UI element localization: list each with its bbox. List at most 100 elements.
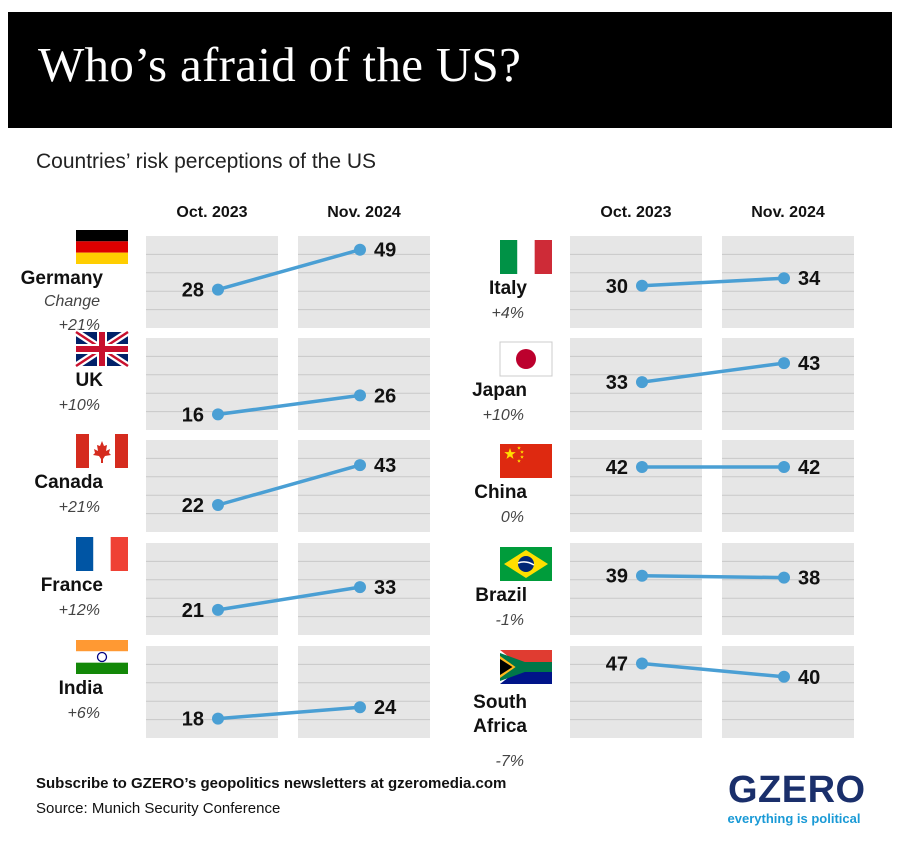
- point-oct-2023: [636, 569, 648, 582]
- panel-bg-oct: [570, 543, 702, 635]
- country-label: India: [59, 678, 104, 699]
- panel-bg-nov: [722, 646, 854, 738]
- country-label: Germany: [21, 268, 104, 289]
- value-label-nov-2024: 33: [374, 577, 396, 599]
- panel-canada: Canada +21% 22 43: [34, 434, 430, 532]
- value-label-oct-2023: 22: [182, 495, 204, 517]
- panel-italy: Italy +4% 30 34: [489, 236, 854, 328]
- panel-uk: UK +10% 16 26: [59, 329, 430, 430]
- china-flag: [500, 444, 552, 478]
- point-nov-2024: [778, 670, 790, 683]
- series-line: [216, 463, 362, 507]
- panel-bg-oct: [570, 236, 702, 328]
- series-line: [216, 247, 362, 292]
- value-label-nov-2024: 40: [798, 667, 820, 689]
- point-nov-2024: [778, 461, 790, 473]
- change-label: +21%: [59, 317, 100, 334]
- panel-south-africa: South Africa -7% 47 40: [473, 646, 854, 770]
- value-label-nov-2024: 49: [374, 240, 396, 262]
- panel-bg-nov: [722, 440, 854, 532]
- change-label: -7%: [496, 753, 524, 770]
- change-label: -1%: [496, 612, 524, 629]
- france-flag: [76, 537, 128, 571]
- change-label: +10%: [59, 397, 100, 414]
- point-nov-2024: [354, 389, 366, 402]
- panel-india: India +6% 18 24: [59, 640, 430, 738]
- panel-bg-oct: [570, 646, 702, 738]
- point-oct-2023: [212, 712, 224, 725]
- country-label: Brazil: [475, 585, 527, 606]
- value-label-nov-2024: 34: [798, 268, 821, 290]
- point-oct-2023: [636, 461, 648, 473]
- canada-flag: [76, 434, 128, 468]
- change-legend-label: Change: [44, 293, 100, 310]
- point-oct-2023: [212, 283, 224, 296]
- value-label-oct-2023: 47: [606, 654, 628, 676]
- panel-bg-nov: [298, 646, 430, 738]
- value-label-oct-2023: 21: [182, 600, 204, 622]
- point-nov-2024: [354, 459, 366, 472]
- country-label: Italy: [489, 278, 527, 299]
- source-note: Source: Munich Security Conference: [36, 800, 281, 817]
- country-label: Africa: [473, 716, 527, 737]
- point-oct-2023: [636, 657, 648, 670]
- panel-japan: Japan +10% 33 43: [472, 338, 854, 430]
- panel-germany: Germany Change +21% 28 49: [21, 230, 430, 334]
- column-header-nov-2024: Nov. 2024: [327, 204, 401, 221]
- series-line: [216, 393, 362, 417]
- point-nov-2024: [354, 701, 366, 714]
- panel-bg-oct: [146, 543, 278, 635]
- panel-brazil: Brazil -1% 39 38: [475, 543, 854, 635]
- germany-flag: [76, 230, 128, 264]
- value-label-nov-2024: 24: [374, 697, 397, 719]
- series-line: [640, 361, 786, 384]
- series-line: [640, 661, 786, 679]
- value-label-oct-2023: 18: [182, 709, 204, 731]
- series-line: [216, 705, 362, 721]
- value-label-oct-2023: 28: [182, 280, 204, 302]
- value-label-oct-2023: 33: [606, 372, 628, 394]
- panel-bg-oct: [146, 646, 278, 738]
- value-label-oct-2023: 16: [182, 404, 204, 426]
- panel-bg-nov: [298, 338, 430, 430]
- panel-bg-oct: [146, 338, 278, 430]
- panel-bg-oct: [570, 338, 702, 430]
- column-header-oct-2023: Oct. 2023: [600, 204, 671, 221]
- gzero-tagline: everything is political: [727, 811, 861, 826]
- value-label-oct-2023: 42: [606, 457, 628, 479]
- change-label: +10%: [483, 407, 524, 424]
- change-label: +4%: [492, 305, 524, 322]
- country-label: Japan: [472, 380, 527, 401]
- title-bar: Who’s afraid of the US?: [8, 12, 892, 128]
- panel-bg-nov: [722, 338, 854, 430]
- italy-flag: [500, 240, 552, 274]
- change-label: +12%: [59, 602, 100, 619]
- point-nov-2024: [354, 243, 366, 256]
- panel-bg-oct: [146, 440, 278, 532]
- country-label: South: [473, 692, 527, 713]
- point-nov-2024: [778, 357, 790, 370]
- change-label: +6%: [68, 705, 100, 722]
- panel-bg-nov: [722, 543, 854, 635]
- gzero-logo: GZERO: [728, 769, 866, 811]
- column-header-oct-2023: Oct. 2023: [176, 204, 247, 221]
- country-label: France: [41, 575, 103, 596]
- point-oct-2023: [636, 376, 648, 389]
- series-line: [640, 276, 786, 288]
- uk-flag: [74, 329, 130, 369]
- country-label: China: [474, 482, 527, 503]
- value-label-nov-2024: 38: [798, 568, 820, 590]
- point-oct-2023: [212, 499, 224, 511]
- panel-bg-oct: [570, 440, 702, 532]
- value-label-nov-2024: 42: [798, 457, 820, 479]
- change-label: +21%: [59, 499, 100, 516]
- panel-china: China 0% 42 42: [474, 440, 854, 532]
- point-oct-2023: [212, 408, 224, 421]
- panel-bg-oct: [146, 236, 278, 328]
- point-nov-2024: [354, 581, 366, 594]
- subscribe-note: Subscribe to GZERO’s geopolitics newslet…: [36, 775, 507, 792]
- brazil-flag: [500, 547, 552, 581]
- series-line: [640, 573, 786, 580]
- value-label-nov-2024: 43: [798, 353, 820, 375]
